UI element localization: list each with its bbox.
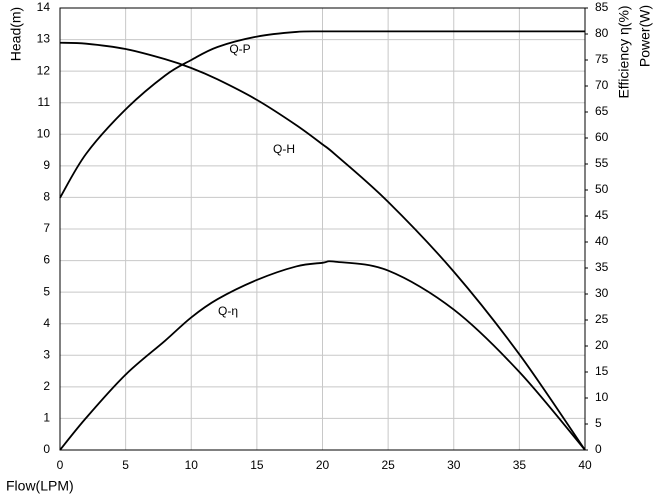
y2-tick-label: 45: [595, 208, 609, 222]
y-tick-label: 6: [43, 253, 50, 267]
x-tick-label: 10: [185, 458, 199, 472]
y-tick-label: 3: [43, 347, 50, 361]
x-tick-label: 20: [316, 458, 330, 472]
plot-frame: [59, 7, 586, 451]
y2-tick-label: 30: [595, 286, 609, 300]
x-tick-label: 15: [250, 458, 264, 472]
y2-tick-label: 40: [595, 234, 609, 248]
y2-tick-label: 65: [595, 104, 609, 118]
y2-tick-label: 15: [595, 364, 609, 378]
y2-axis-label: Efficiency η(%): [616, 5, 632, 98]
y2-tick-label: 80: [595, 26, 609, 40]
y-tick-label: 11: [38, 95, 51, 109]
y-tick-label: 1: [43, 411, 50, 425]
y2-tick-label: 0: [595, 442, 602, 456]
x-tick-label: 25: [381, 458, 395, 472]
y-tick-label: 0: [43, 442, 50, 456]
y2-tick-label: 70: [595, 78, 609, 92]
y-tick-label: 12: [37, 63, 51, 77]
y-tick-label: 2: [43, 379, 50, 393]
series-line: [59, 30, 585, 199]
curve-label: Q-P: [229, 42, 250, 56]
y-tick-label: 13: [37, 32, 51, 46]
y2-tick-label: 35: [595, 260, 609, 274]
y2-tick-label: 10: [595, 390, 609, 404]
curve-label: Q-H: [273, 142, 295, 156]
y-tick-label: 14: [37, 0, 51, 14]
x-tick-label: 0: [57, 458, 64, 472]
y-tick-label: 7: [43, 221, 50, 235]
y2-tick-label: 60: [595, 130, 609, 144]
curve-label: Q-η: [218, 304, 238, 318]
y2-tick-label: 85: [595, 0, 609, 14]
series-line: [59, 41, 586, 451]
x-tick-label: 40: [578, 458, 592, 472]
x-tick-label: 30: [447, 458, 461, 472]
y-tick-label: 5: [43, 284, 50, 298]
y2-tick-label: 20: [595, 338, 609, 352]
y2-tick-label: 50: [595, 182, 609, 196]
y-tick-label: 4: [43, 316, 50, 330]
y2-tick-label: 55: [595, 156, 609, 170]
y2-tick-label: 75: [595, 52, 609, 66]
y-tick-label: 8: [43, 190, 50, 204]
y-tick-label: 10: [37, 126, 51, 140]
y2-tick-label: 25: [595, 312, 609, 326]
y2-tick-label: 5: [595, 416, 602, 430]
x-axis-label: Flow(LPM): [6, 478, 74, 494]
y-tick-label: 9: [43, 158, 50, 172]
x-tick-label: 5: [122, 458, 129, 472]
y3-axis-label: Power(W): [637, 5, 653, 67]
y-axis-label: Head(m): [8, 7, 24, 61]
series-line: [59, 260, 586, 451]
x-tick-label: 35: [513, 458, 527, 472]
